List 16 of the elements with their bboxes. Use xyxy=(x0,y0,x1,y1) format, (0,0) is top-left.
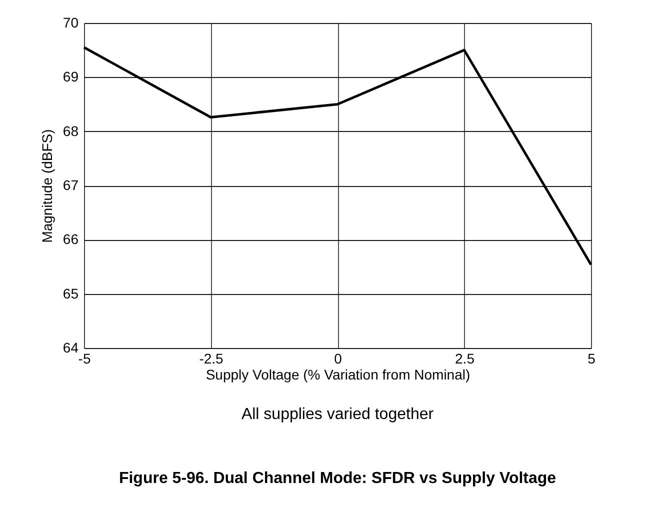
y-tick-label: 65 xyxy=(62,285,79,302)
y-tick-label: 64 xyxy=(62,340,79,356)
x-tick-label: 2.5 xyxy=(455,350,475,366)
x-tick-label: 0 xyxy=(334,350,342,366)
text: Figure 5-96. Dual Channel Mode: SFDR vs Supply Voltage xyxy=(118,470,556,487)
y-axis-title: Magnitude (dBFS) xyxy=(38,129,55,243)
x-tick-label: -2.5 xyxy=(199,350,224,366)
y-tick-label: 69 xyxy=(62,68,79,85)
y-tick-label: 66 xyxy=(62,231,79,248)
x-tick-label: -5 xyxy=(78,350,91,366)
y-tick-label: 68 xyxy=(62,122,79,139)
y-tick-label: 70 xyxy=(62,14,79,30)
x-axis-title: Supply Voltage (% Variation from Nominal) xyxy=(206,366,470,382)
text: All supplies varied together xyxy=(241,406,434,423)
y-tick-label: 67 xyxy=(62,177,79,193)
x-tick-label: 5 xyxy=(588,350,596,366)
